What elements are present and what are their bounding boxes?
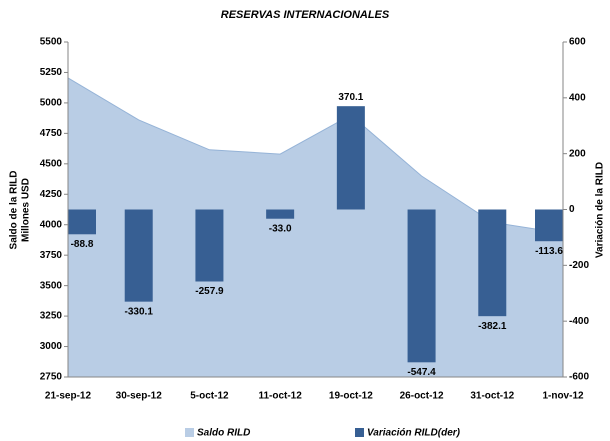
bar: [68, 209, 96, 235]
y2-tick-label: -600: [569, 372, 589, 383]
x-tick-label: 21-sep-12: [45, 391, 92, 402]
y-tick-label: 3750: [40, 250, 63, 261]
y2-tick-label: 600: [569, 37, 586, 48]
legend-label: Variación RILD(der): [367, 428, 461, 439]
y-tick-label: 5500: [40, 37, 63, 48]
legend-label: Saldo RILD: [197, 428, 250, 439]
y-tick-label: 5000: [40, 98, 63, 109]
data-label: -382.1: [478, 321, 507, 332]
chart-title: RESERVAS INTERNACIONALES: [221, 9, 390, 21]
y-axis-label: Millones USD: [21, 178, 32, 242]
y-tick-label: 5250: [40, 67, 63, 78]
data-label: -330.1: [125, 306, 154, 317]
y-tick-label: 3250: [40, 311, 63, 322]
legend-swatch: [185, 428, 194, 437]
data-label: -88.8: [71, 239, 94, 250]
data-label: -547.4: [407, 367, 436, 378]
data-label: -33.0: [269, 223, 292, 234]
bar: [407, 209, 436, 363]
y-tick-label: 3500: [40, 280, 63, 291]
data-label: -113.6: [535, 246, 563, 257]
y2-tick-label: 400: [569, 92, 586, 103]
bar: [478, 209, 507, 317]
legend-swatch: [355, 428, 364, 437]
y-tick-label: 4000: [40, 219, 63, 230]
x-tick-label: 5-oct-12: [190, 391, 229, 402]
x-tick-label: 26-oct-12: [400, 391, 444, 402]
x-tick-label: 1-nov-12: [542, 391, 584, 402]
y2-tick-label: -400: [569, 316, 589, 327]
x-tick-label: 31-oct-12: [470, 391, 514, 402]
y2-tick-label: 200: [569, 148, 586, 159]
bar: [124, 209, 153, 302]
legend: Saldo RILD Variación RILD(der): [185, 428, 461, 439]
data-label: -257.9: [195, 286, 224, 297]
bar: [535, 209, 563, 242]
y-tick-label: 3000: [40, 341, 63, 352]
y-tick-label: 4500: [40, 158, 63, 169]
y-tick-label: 4750: [40, 128, 63, 139]
bar: [336, 106, 365, 210]
y2-axis-label: Variación de la RILD: [595, 162, 606, 258]
y-axis-label: Saldo de la RILD: [9, 171, 20, 250]
bar: [195, 209, 224, 282]
y-tick-label: 4250: [40, 189, 63, 200]
bar: [266, 209, 295, 219]
x-tick-label: 30-sep-12: [116, 391, 163, 402]
x-tick-label: 19-oct-12: [329, 391, 373, 402]
data-label: 370.1: [338, 92, 363, 103]
y2-tick-label: -200: [569, 260, 589, 271]
x-tick-label: 11-oct-12: [258, 391, 302, 402]
y2-tick-label: 0: [569, 204, 575, 215]
y-tick-label: 2750: [40, 372, 63, 383]
